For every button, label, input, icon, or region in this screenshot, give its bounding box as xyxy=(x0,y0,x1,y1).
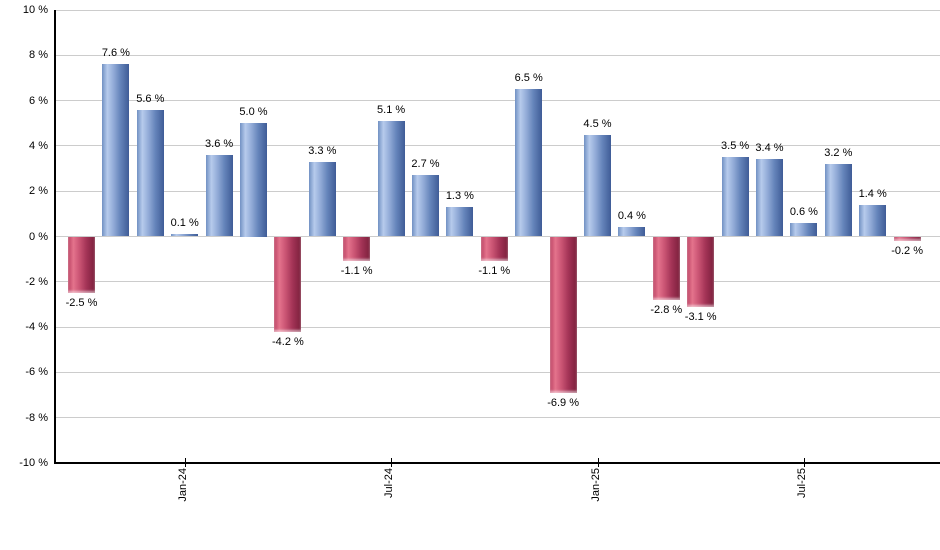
gridline xyxy=(55,100,940,102)
bar-value-label: 6.5 % xyxy=(514,72,543,85)
y-axis-tick-label: 4 % xyxy=(29,139,48,152)
gridline xyxy=(55,9,940,11)
bar xyxy=(412,175,439,237)
bar-value-label: 5.6 % xyxy=(136,92,165,105)
bar xyxy=(308,161,336,237)
bar-value-label: -6.9 % xyxy=(547,396,579,409)
bar xyxy=(687,236,715,307)
bar xyxy=(68,236,95,294)
bar-value-label: -1.1 % xyxy=(478,265,511,278)
y-axis-tick-label: -8 % xyxy=(25,411,48,424)
bar-value-label: 0.4 % xyxy=(617,210,646,223)
y-axis-tick-label: 6 % xyxy=(29,94,48,107)
gridline xyxy=(55,371,940,373)
bar xyxy=(824,164,852,237)
bar xyxy=(515,89,543,237)
bar-value-label: -2.8 % xyxy=(650,303,683,316)
gridline xyxy=(55,281,940,283)
x-axis-tick-label: Jan-24 xyxy=(176,468,189,502)
gridline xyxy=(55,190,940,192)
bar xyxy=(790,222,818,237)
bar-value-label: -4.2 % xyxy=(271,335,304,348)
bar-value-label: 7.6 % xyxy=(101,47,130,60)
bar xyxy=(584,134,611,237)
bar xyxy=(446,207,474,237)
x-axis-tick xyxy=(184,458,186,467)
bar-value-label: 0.6 % xyxy=(789,205,818,218)
y-axis-tick-label: -2 % xyxy=(25,275,48,288)
x-axis-line xyxy=(54,462,940,464)
bar-value-label: 1.4 % xyxy=(858,187,887,200)
bar xyxy=(480,236,508,262)
bar-value-label: 5.0 % xyxy=(239,106,268,119)
bar xyxy=(136,109,164,237)
bar-value-label: 5.1 % xyxy=(377,103,406,116)
gridline xyxy=(55,326,940,328)
bar-value-label: 1.3 % xyxy=(445,190,474,203)
y-axis-tick-label: 2 % xyxy=(29,185,48,198)
gridline xyxy=(55,54,940,56)
bar xyxy=(274,236,302,332)
bar-value-label: 3.2 % xyxy=(824,147,853,160)
bar xyxy=(618,227,646,237)
y-axis-line xyxy=(54,10,56,464)
gridline xyxy=(55,145,940,147)
y-axis-tick-label: 0 % xyxy=(29,230,48,243)
bar xyxy=(377,120,405,237)
x-axis-tick xyxy=(391,458,393,467)
bar xyxy=(859,204,887,237)
bar xyxy=(171,234,199,237)
gridline xyxy=(55,417,940,419)
bar xyxy=(652,236,680,300)
bar-value-label: 0.1 % xyxy=(170,217,199,230)
y-axis-tick-label: -10 % xyxy=(19,457,48,469)
bar-value-label: 3.4 % xyxy=(755,142,784,155)
bar xyxy=(343,236,371,262)
bar xyxy=(756,159,783,237)
bar xyxy=(205,154,233,237)
bar-value-label: 3.5 % xyxy=(721,140,750,153)
y-axis-tick-label: -6 % xyxy=(25,366,48,379)
x-axis-tick-label: Jul-25 xyxy=(795,468,808,498)
bar-value-label: 3.3 % xyxy=(308,144,337,157)
y-axis-tick-label: 8 % xyxy=(29,49,48,62)
bar-value-label: -0.2 % xyxy=(891,245,923,258)
bar-value-label: 4.5 % xyxy=(583,117,612,130)
x-axis-tick xyxy=(803,458,805,467)
bar-value-label: -1.1 % xyxy=(340,265,373,278)
bar xyxy=(240,123,267,237)
bar xyxy=(549,236,577,393)
x-axis-tick-label: Jul-24 xyxy=(383,468,396,498)
y-axis-tick-label: 10 % xyxy=(22,4,48,16)
bar-value-label: 3.6 % xyxy=(205,137,234,150)
bar-value-label: -3.1 % xyxy=(684,310,717,323)
bar xyxy=(893,236,921,242)
bar-value-label: 2.7 % xyxy=(411,158,440,171)
x-axis-tick-label: Jan-25 xyxy=(589,468,602,502)
x-axis-tick xyxy=(597,458,599,467)
bar xyxy=(721,157,749,237)
bar-value-label: -2.5 % xyxy=(65,297,98,310)
y-axis-tick-label: -4 % xyxy=(25,321,48,334)
bar xyxy=(102,64,130,237)
